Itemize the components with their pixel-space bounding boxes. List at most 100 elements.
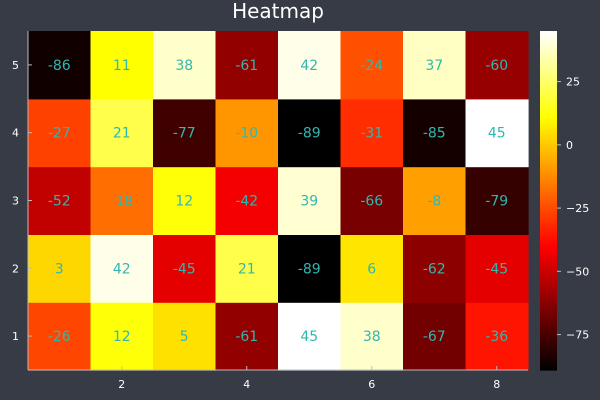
cell-value-label: 37 [425,58,443,74]
cell-value-label: -45 [485,261,508,277]
colorbar-segment [540,129,557,134]
colorbar-segment [540,324,557,329]
colorbar-segment [540,160,557,165]
colorbar-segment [540,183,557,187]
colorbar-segment [540,169,557,173]
colorbar-segment [540,121,557,125]
colorbar-segment [540,279,557,284]
heatmap-cell [28,166,92,235]
colorbar-segment [540,59,557,63]
colorbar-segment [540,336,557,340]
cell-labels: -26 12 5 -61 45 38 -67 -36 3 42 -45 21 -89 6 -62 -45 -52… [48,58,508,345]
colorbar-segment [540,158,557,162]
colorbar-segment [540,358,557,363]
colorbar-segment [540,84,557,89]
colorbar-segment [540,112,557,117]
heatmap-cell [465,234,529,303]
colorbar-segment [540,104,557,108]
colorbar-segment [540,259,557,264]
colorbar-segment [540,67,557,72]
cell-value-label: 12 [175,194,193,210]
colorbar-segment [540,310,557,315]
cell-value-label: -52 [48,194,71,210]
colorbar-segment [540,62,557,66]
cell-value-label: -42 [235,194,258,210]
chart-title: Heatmap [232,0,324,23]
cell-value-label: 21 [238,261,256,277]
heatmap-cell [403,166,467,235]
heatmap-cell [465,166,529,235]
colorbar-segment [540,327,557,332]
colorbar-segment [540,189,557,193]
heatmap-cell [403,98,467,168]
heatmap-cell [403,302,467,371]
cell-value-label: -77 [173,126,196,142]
heatmap-cell [215,302,279,371]
colorbar-segment [540,257,557,261]
colorbar-segment [540,101,557,106]
cell-value-label: 21 [113,126,131,142]
colorbar-segment [540,45,557,49]
y-tick-label: 1 [12,330,19,343]
colorbar-segment [540,276,557,281]
colorbar-segment [540,93,557,97]
y-tick-label: 2 [12,262,19,275]
colorbar-segment [540,31,557,35]
colorbar-segment [540,254,557,258]
y-tick-label: 4 [12,127,19,140]
cell-value-label: 11 [113,58,131,74]
cell-value-label: 5 [180,329,189,345]
colorbar-segment [540,361,557,365]
colorbar-segment [540,302,557,306]
colorbar-segment [540,344,557,349]
colorbar-segment [540,364,557,368]
heatmap-cell [215,31,279,100]
colorbar-segment [540,115,557,120]
heatmap-cell [403,234,467,303]
colorbar-segment [540,248,557,252]
colorbar-segment [540,124,557,128]
heatmap-cell [90,31,154,100]
colorbar-segment [540,90,557,94]
heatmap-cell [215,166,279,235]
colorbar-segment [540,341,557,346]
colorbar-segment [540,47,557,52]
cell-value-label: -89 [298,126,321,142]
colorbar-segment [540,305,557,309]
y-tick-label: 5 [12,59,19,72]
colorbar-segment [540,273,557,278]
colorbar-segment [540,242,557,247]
cell-value-label: -36 [485,329,508,345]
colorbar-segment [540,53,557,58]
heatmap-cell [28,31,92,100]
heatmap-cell [278,234,342,303]
cell-value-label: -8 [427,194,441,210]
colorbar-segment [540,220,557,224]
colorbar-segment [540,330,557,334]
cell-value-label: 6 [367,261,376,277]
colorbar-segment [540,56,557,60]
heatmap-cell [153,31,217,100]
colorbar-segment [540,180,557,185]
cell-value-label: -62 [423,261,446,277]
colorbar-segment [540,290,557,295]
colorbar-segment [540,234,557,238]
colorbar-segment [540,211,557,216]
colorbar-segment [540,231,557,236]
cell-value-label: -79 [485,194,508,210]
colorbar-segment [540,338,557,343]
x-tick-label: 2 [118,378,125,391]
colorbar-segment [540,203,557,207]
cell-value-label: -61 [235,58,258,74]
colorbar-segment [540,95,557,100]
colorbar-segment [540,155,557,159]
heatmap-cell [90,234,154,303]
colorbar-tick-label: 0 [566,139,573,152]
colorbar-segment [540,225,557,230]
colorbar-segment [540,192,557,196]
colorbar-segment [540,166,557,171]
colorbar-segment [540,144,557,148]
heatmap-cell [153,302,217,371]
colorbar-segment [540,141,557,145]
